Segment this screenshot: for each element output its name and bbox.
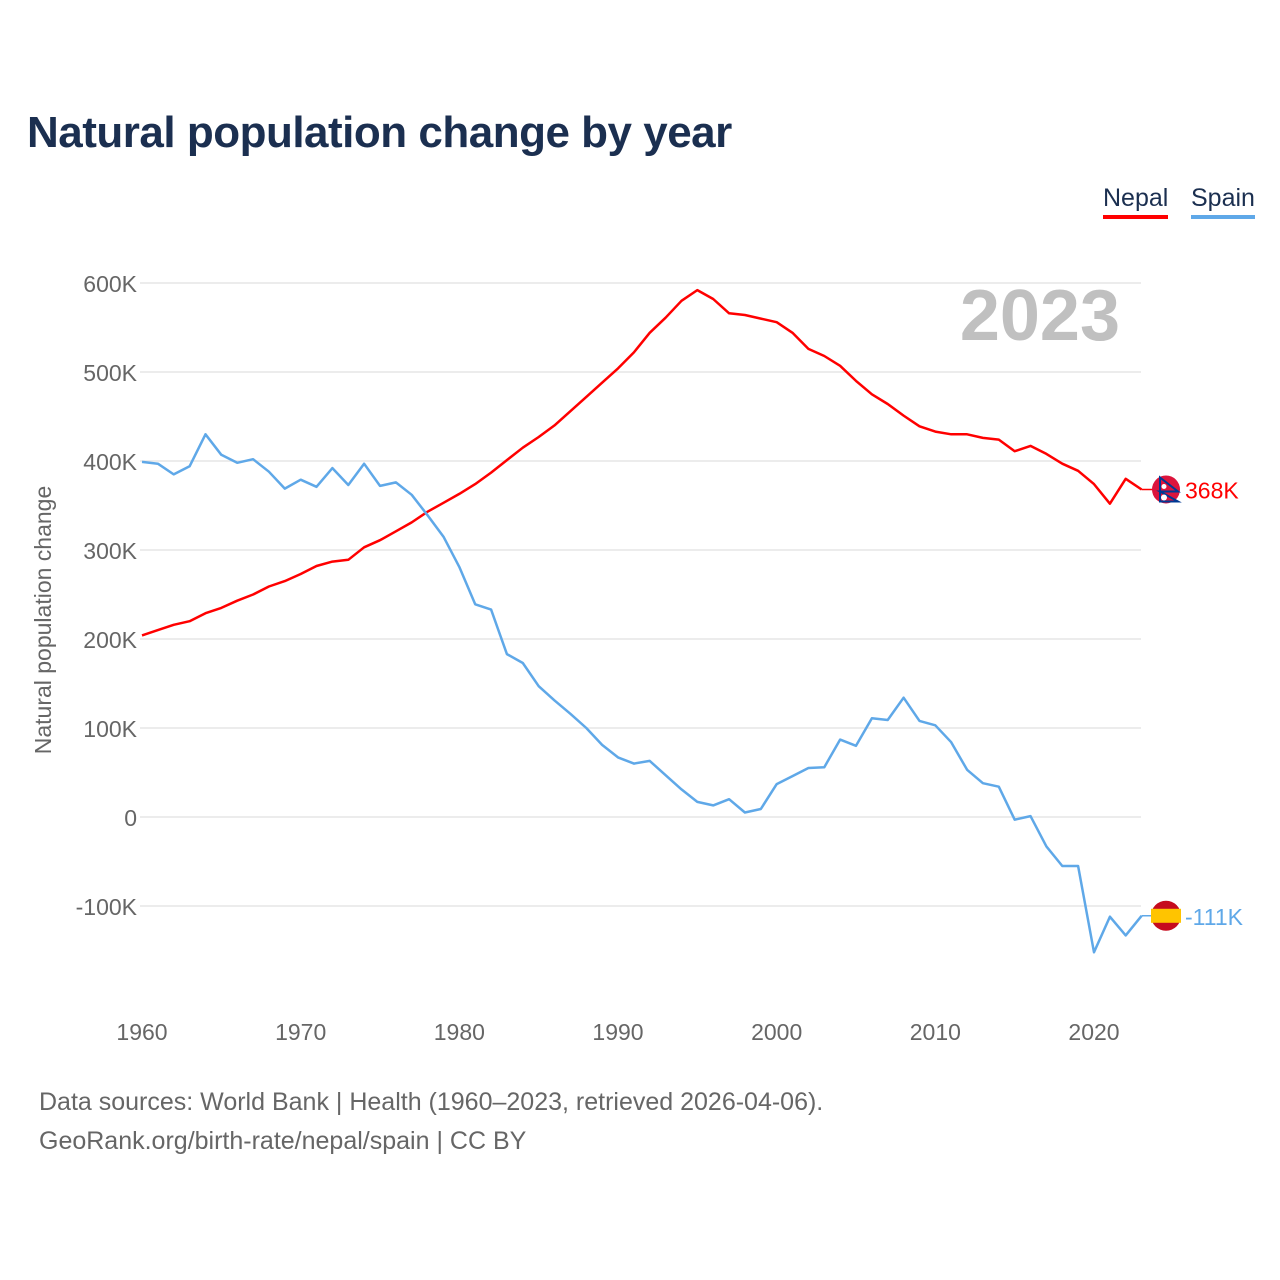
y-tick-label: 400K bbox=[83, 449, 137, 475]
flag-moon bbox=[1161, 483, 1167, 489]
x-tick-label: 2020 bbox=[1068, 1019, 1119, 1045]
y-axis-label: Natural population change bbox=[30, 486, 56, 755]
flag-sun bbox=[1161, 494, 1167, 501]
x-tick-label: 2000 bbox=[751, 1019, 802, 1045]
series-line-spain bbox=[141, 433, 1143, 954]
y-tick-label: 0 bbox=[124, 805, 137, 831]
y-tick-label: 200K bbox=[83, 627, 137, 653]
x-tick-label: 1970 bbox=[275, 1019, 326, 1045]
x-tick-label: 1980 bbox=[434, 1019, 485, 1045]
y-tick-label: 600K bbox=[83, 271, 137, 297]
y-tick-label: 500K bbox=[83, 360, 137, 386]
flag-band bbox=[1151, 908, 1181, 923]
x-tick-label: 1960 bbox=[116, 1019, 167, 1045]
y-tick-label: 100K bbox=[83, 716, 137, 742]
source-link[interactable]: GeoRank.org/birth-rate/nepal/spain | CC … bbox=[39, 1127, 527, 1155]
y-tick-label: -100K bbox=[76, 894, 138, 920]
y-tick-label: 300K bbox=[83, 538, 137, 564]
spain-flag-icon bbox=[1151, 900, 1181, 931]
source-text: Data sources: World Bank | Health (1960–… bbox=[39, 1088, 824, 1116]
legend-spain[interactable]: Spain bbox=[1191, 184, 1255, 219]
x-tick-label: 2010 bbox=[910, 1019, 961, 1045]
nepal-flag-icon bbox=[1152, 475, 1182, 504]
chart-title: Natural population change by year bbox=[27, 108, 732, 157]
series-line-nepal bbox=[141, 288, 1143, 637]
x-tick-label: 1990 bbox=[592, 1019, 643, 1045]
legend-nepal[interactable]: Nepal bbox=[1103, 184, 1169, 219]
year-watermark: 2023 bbox=[960, 276, 1120, 356]
end-value-label: 368K bbox=[1185, 477, 1239, 503]
end-value-label: -111K bbox=[1185, 904, 1244, 930]
